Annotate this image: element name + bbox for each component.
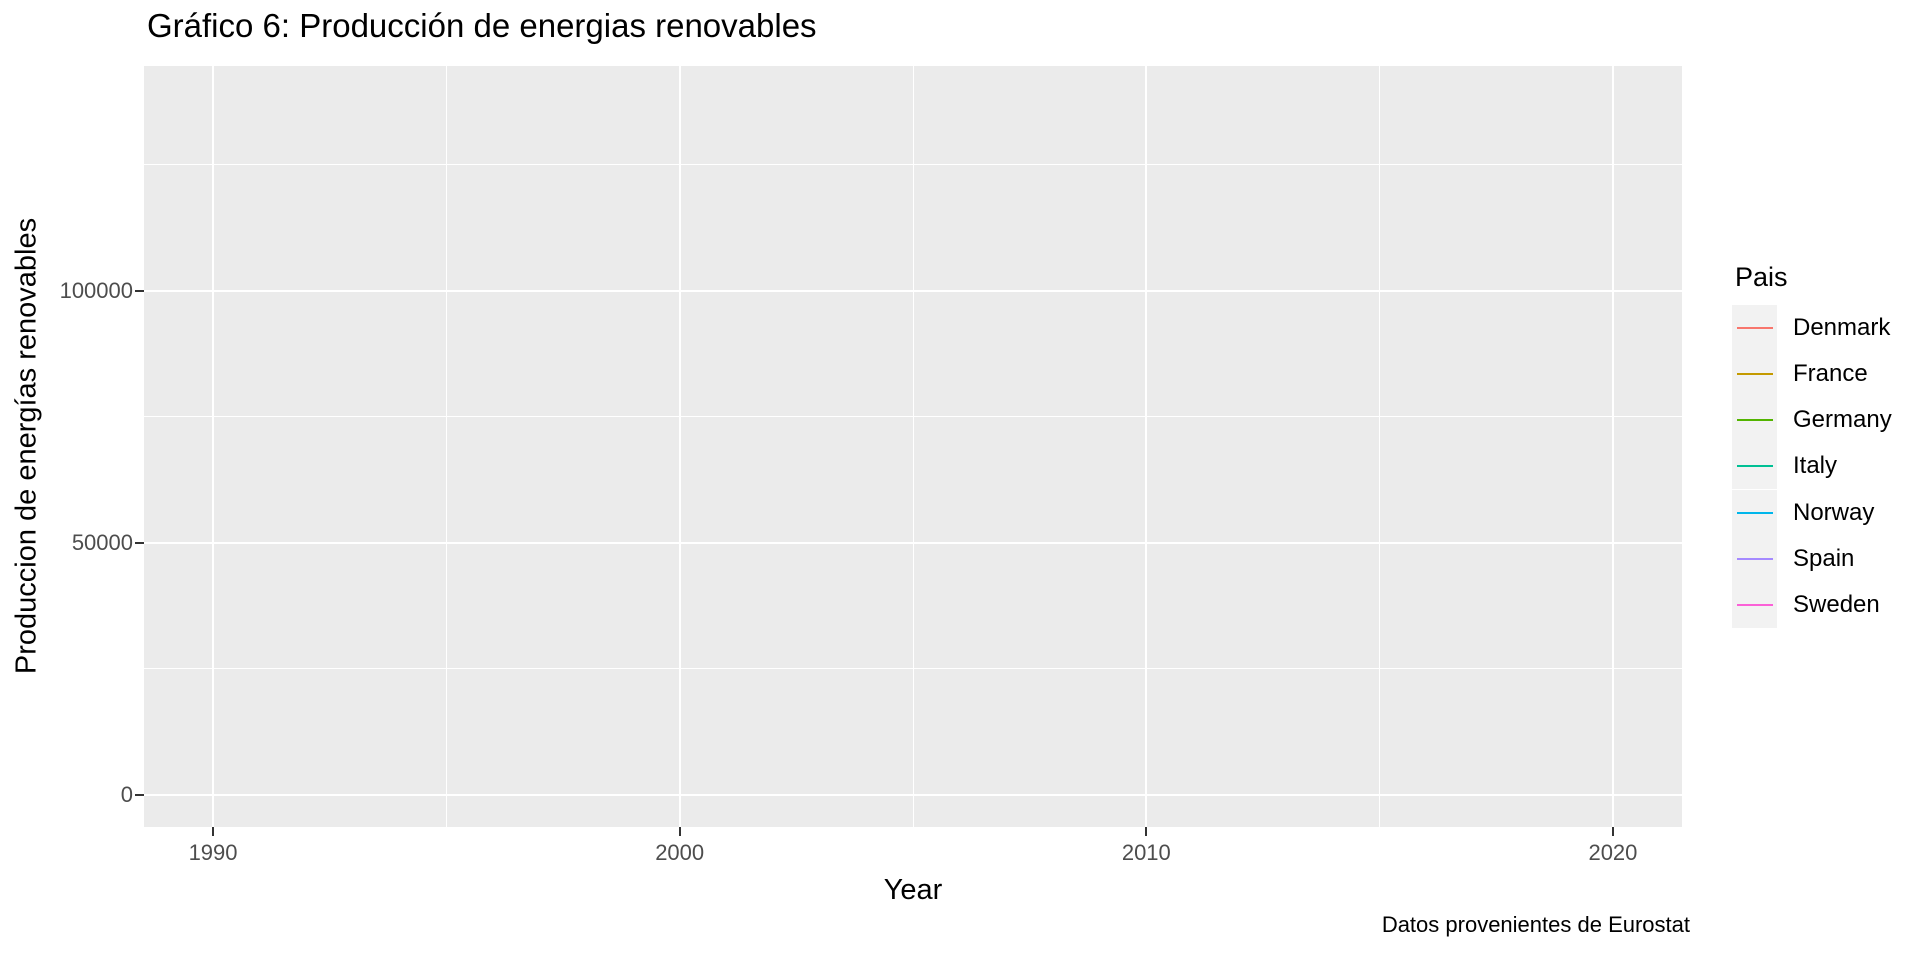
legend-key: [1732, 535, 1777, 582]
x-tick-label: 2000: [655, 840, 705, 865]
x-tick-label: 2020: [1588, 840, 1638, 865]
legend-key-line-icon: [1737, 557, 1773, 560]
legend-entry-germany: Germany: [1732, 397, 1920, 444]
legend-label: Spain: [1793, 544, 1855, 572]
legend-key-line-icon: [1737, 419, 1773, 422]
legend-entry-norway: Norway: [1732, 489, 1920, 536]
x-tick-mark: [1611, 827, 1614, 836]
y-tick-mark: [135, 289, 144, 292]
minor-gridline-vertical: [912, 66, 914, 827]
major-gridline-horizontal: [144, 793, 1682, 796]
legend-key-line-icon: [1737, 465, 1773, 468]
chart-title: Gráfico 6: Producción de energias renova…: [147, 7, 817, 44]
legend-key-line-icon: [1737, 511, 1773, 514]
major-gridline-vertical: [1145, 66, 1148, 827]
major-gridline-vertical: [1611, 66, 1614, 827]
legend-key: [1732, 397, 1777, 444]
legend-key: [1732, 351, 1777, 398]
y-tick-mark: [135, 541, 144, 544]
y-tick-label: 100000: [59, 277, 133, 303]
x-tick-label: 2010: [1121, 840, 1171, 865]
legend-entry-italy: Italy: [1732, 443, 1920, 490]
legend-label: France: [1793, 360, 1868, 388]
legend-entry-denmark: Denmark: [1732, 305, 1920, 351]
legend-label: Denmark: [1793, 314, 1891, 341]
plot-panel: [144, 66, 1682, 827]
legend-entry-spain: Spain: [1732, 535, 1920, 582]
legend-key-line-icon: [1737, 327, 1773, 329]
legend-key: [1732, 581, 1777, 628]
x-tick-mark: [1145, 827, 1148, 836]
legend-key: [1732, 443, 1777, 490]
x-axis-title: Year: [883, 874, 943, 906]
legend-label: Italy: [1793, 452, 1838, 480]
y-tick-label: 50000: [71, 529, 133, 555]
legend-title: Pais: [1735, 262, 1788, 292]
minor-gridline-vertical: [1379, 66, 1381, 827]
major-gridline-vertical: [678, 66, 681, 827]
chart-caption: Datos provenientes de Eurostat: [1381, 912, 1690, 937]
legend-entry-france: France: [1732, 351, 1920, 398]
legend-label: Germany: [1793, 406, 1892, 434]
legend-entry-sweden: Sweden: [1732, 581, 1920, 628]
major-gridline-vertical: [212, 66, 215, 827]
y-tick-mark: [135, 793, 144, 796]
legend-label: Norway: [1793, 498, 1875, 526]
x-tick-mark: [212, 827, 215, 836]
legend-label: Sweden: [1793, 590, 1880, 618]
x-tick-label: 1990: [188, 840, 238, 865]
legend-key-line-icon: [1737, 373, 1773, 376]
y-tick-label: 0: [120, 781, 133, 807]
major-gridline-horizontal: [144, 289, 1682, 292]
legend-key-line-icon: [1737, 603, 1773, 606]
major-gridline-horizontal: [144, 541, 1682, 544]
legend-key: [1732, 489, 1777, 536]
x-tick-mark: [678, 827, 681, 836]
legend-key: [1732, 305, 1777, 351]
minor-gridline-vertical: [445, 66, 447, 827]
